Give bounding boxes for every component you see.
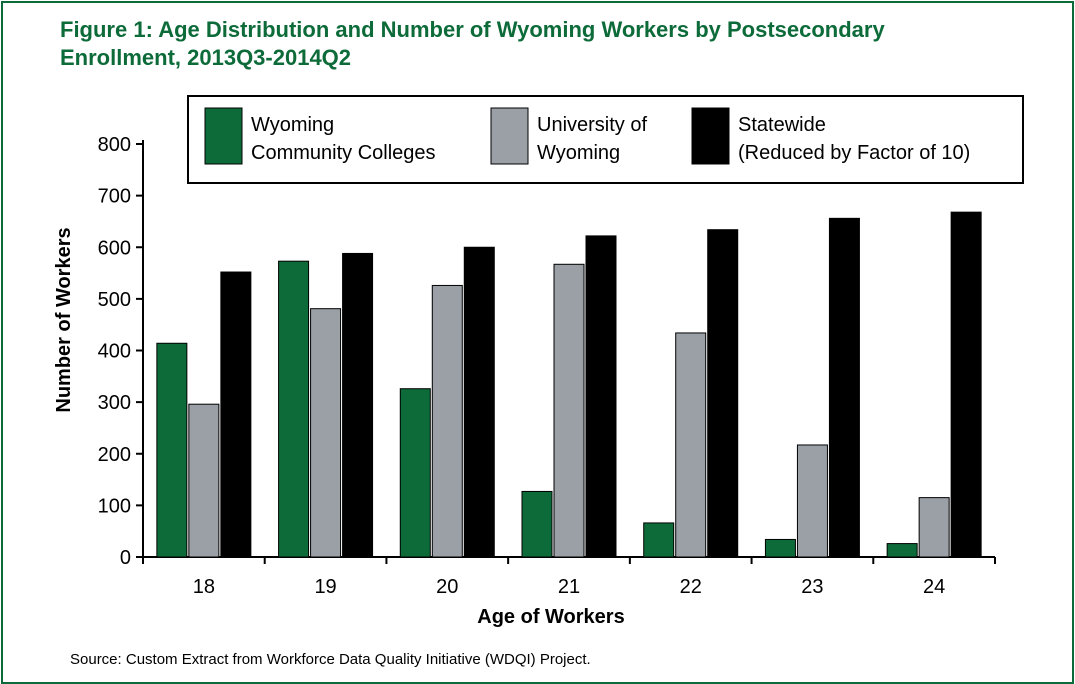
x-tick-label: 20: [436, 576, 458, 598]
bar-community-colleges: [643, 522, 675, 558]
bar-community-colleges: [886, 543, 918, 558]
legend-label-university: Wyoming: [537, 142, 620, 164]
source-note: Source: Custom Extract from Workforce Da…: [70, 651, 591, 668]
bar-statewide: [707, 229, 739, 558]
bar-community-colleges: [399, 388, 431, 558]
bar-statewide: [950, 211, 982, 558]
y-tick-label: 700: [98, 186, 131, 208]
y-axis-title: Number of Workers: [53, 227, 75, 412]
chart-legend: Wyoming Community Colleges University of Wy…: [187, 95, 1024, 184]
bar-statewide: [585, 235, 617, 558]
bar-community-colleges: [156, 342, 188, 558]
chart-axes: 0 100 200 300 400 500 600 700 800 18 19 20 21 22 23 24 A…: [53, 134, 996, 628]
legend-swatch-community-colleges: [204, 107, 243, 165]
x-tick-label: 19: [314, 576, 336, 598]
legend-label-university: University of: [537, 114, 647, 136]
legend-label-community-colleges: Community Colleges: [251, 142, 436, 164]
y-tick-label: 200: [98, 444, 131, 466]
bar-statewide: [463, 246, 495, 558]
legend-label-community-colleges: Wyoming: [251, 114, 334, 136]
bar-statewide: [342, 252, 374, 558]
y-tick-label: 300: [98, 392, 131, 414]
bar-university: [553, 263, 585, 558]
legend-swatch-university: [490, 107, 529, 165]
y-tick-label: 100: [98, 495, 131, 517]
y-tick-label: 400: [98, 341, 131, 363]
legend-swatch-statewide: [691, 107, 730, 165]
title-line-1: Figure 1: Age Distribution and Number of…: [60, 17, 885, 42]
figure-title: Figure 1: Age Distribution and Number of…: [60, 16, 960, 72]
x-tick-label: 21: [558, 576, 580, 598]
x-axis-title: Age of Workers: [477, 606, 624, 628]
bar-university: [431, 284, 463, 558]
y-tick-label: 800: [98, 134, 131, 156]
bar-university: [310, 308, 342, 558]
x-tick-label: 24: [923, 576, 945, 598]
bar-community-colleges: [278, 260, 310, 558]
legend-label-statewide: (Reduced by Factor of 10): [738, 142, 970, 164]
bar-university: [796, 444, 828, 558]
title-line-2: Enrollment, 2013Q3-2014Q2: [60, 45, 352, 70]
y-tick-label: 0: [120, 547, 131, 569]
bar-university: [918, 497, 950, 558]
bar-statewide: [220, 271, 252, 558]
y-tick-label: 500: [98, 289, 131, 311]
bar-university: [675, 332, 707, 558]
bar-statewide: [828, 217, 860, 558]
x-tick-label: 23: [801, 576, 823, 598]
bar-community-colleges: [521, 490, 553, 558]
x-tick-label: 22: [680, 576, 702, 598]
x-tick-label: 18: [193, 576, 215, 598]
bar-community-colleges: [764, 538, 796, 558]
y-tick-label: 600: [98, 237, 131, 259]
legend-label-statewide: Statewide: [738, 114, 826, 136]
bar-university: [188, 403, 220, 558]
chart-bars: [156, 211, 982, 558]
legend-box: [187, 95, 1024, 184]
